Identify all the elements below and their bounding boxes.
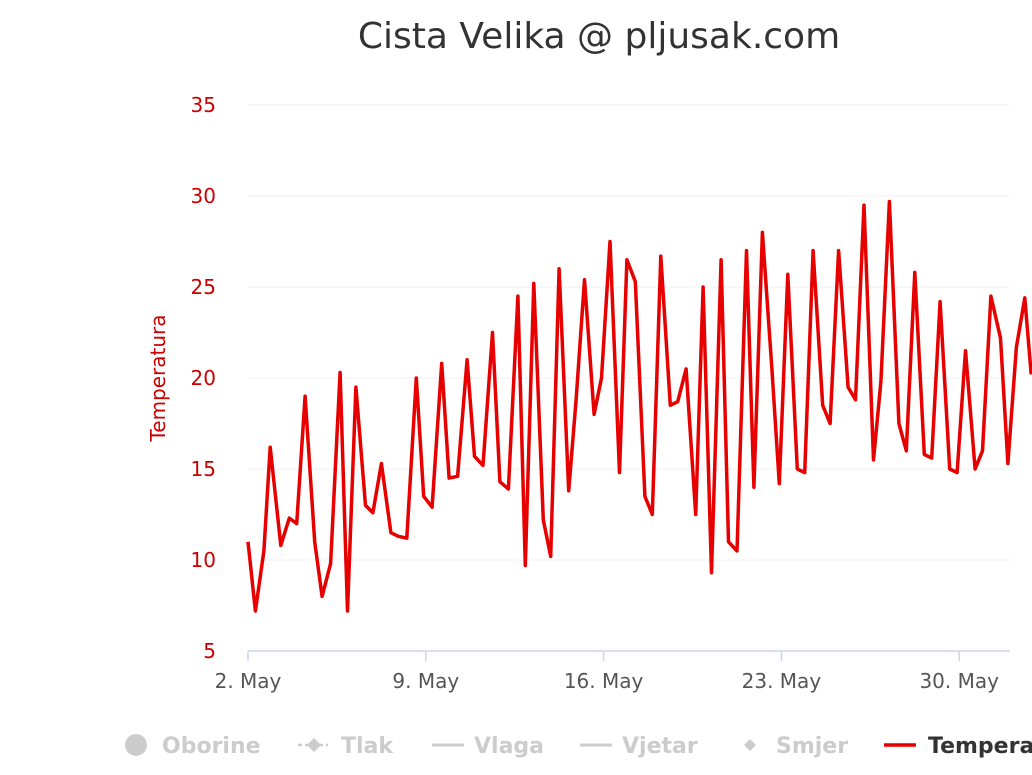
series-line-temperatura <box>246 199 1032 613</box>
x-tick-label: 30. May <box>919 669 999 693</box>
x-tick-label: 2. May <box>215 669 282 693</box>
legend-label: Tlak <box>341 734 394 759</box>
legend-item-oborine[interactable]: Oborine <box>125 734 261 759</box>
chart-title: Cista Velika @ pljusak.com <box>358 16 840 57</box>
legend-diamond-icon <box>307 738 321 752</box>
legend-item-vjetar[interactable]: Vjetar <box>580 734 698 759</box>
legend-label: Vjetar <box>622 734 698 759</box>
y-tick-label: 35 <box>191 93 216 117</box>
y-axis-label: Temperatura <box>146 314 170 442</box>
x-tick-label: 16. May <box>564 669 644 693</box>
legend-item-tlak[interactable]: Tlak <box>298 734 394 759</box>
y-tick-label: 5 <box>203 639 216 663</box>
grid-lines <box>248 104 1010 561</box>
legend-item-vlaga[interactable]: Vlaga <box>432 734 544 759</box>
legend-circle-icon <box>125 734 147 756</box>
y-tick-label: 10 <box>191 548 216 572</box>
legend-label: Vlaga <box>474 734 544 759</box>
legend-item-tempera[interactable]: Tempera <box>884 734 1032 759</box>
y-tick-label: 25 <box>191 275 216 299</box>
y-tick-label: 20 <box>191 366 216 390</box>
legend-label: Oborine <box>162 734 261 759</box>
legend-item-smjer[interactable]: Smjer <box>744 734 848 759</box>
legend-diamond-icon <box>744 739 756 751</box>
y-tick-label: 15 <box>191 457 216 481</box>
y-tick-label: 30 <box>191 184 216 208</box>
legend-label: Smjer <box>776 734 848 759</box>
x-tick-label: 23. May <box>742 669 822 693</box>
y-axis-ticks: 5 10 15 20 25 30 35 <box>191 93 216 663</box>
legend: Oborine Tlak Vlaga Vjetar Smjer Tempera <box>125 734 1032 759</box>
legend-label: Tempera <box>928 734 1032 759</box>
x-axis-ticks: 2. May 9. May 16. May 23. May 30. May <box>215 651 999 693</box>
x-tick-label: 9. May <box>392 669 459 693</box>
